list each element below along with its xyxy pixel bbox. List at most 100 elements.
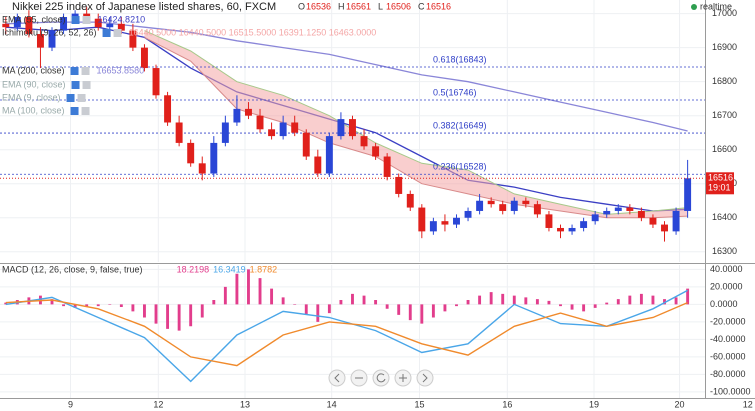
histogram-bar	[316, 304, 320, 322]
legend-settings	[71, 81, 80, 89]
candle-body	[614, 207, 622, 211]
y-tick-label: -40.0000	[710, 334, 746, 344]
candle-body	[291, 122, 299, 133]
candle-body	[198, 163, 206, 174]
reset-button[interactable]	[372, 369, 390, 387]
countdown: 19:01	[708, 183, 731, 193]
legend-settings	[70, 107, 79, 115]
y-tick-label: 17000	[712, 8, 737, 18]
ohlc-key: H	[338, 1, 345, 11]
candle-body	[360, 136, 368, 147]
zoom-controls	[328, 369, 434, 387]
histogram-bar	[385, 304, 389, 309]
last-price-label: 16516	[708, 173, 733, 183]
scroll-right-button[interactable]	[416, 369, 434, 387]
fib-label: 0.382(16649)	[433, 120, 487, 130]
histogram-bar	[374, 300, 378, 305]
candle-body	[557, 227, 564, 232]
candle-body	[545, 214, 553, 228]
histogram-bar	[431, 304, 435, 318]
scroll-left-button[interactable]	[328, 369, 346, 387]
histogram-bar	[420, 304, 424, 324]
macd-legend-value: 1.8782	[250, 264, 278, 274]
legend-name: Ichimoku (9, 26, 52, 26)	[2, 27, 97, 37]
legend-hide	[113, 29, 122, 37]
histogram-bar	[582, 304, 586, 312]
histogram-bar	[547, 300, 551, 305]
x-tick-label: 12	[743, 399, 753, 409]
ohlc-value: 16561	[346, 1, 371, 11]
histogram-bar	[50, 299, 54, 305]
candle-body	[395, 176, 403, 194]
legend-hide	[82, 81, 91, 89]
histogram-bar	[73, 304, 77, 308]
candle-body	[337, 119, 345, 137]
histogram-bar	[443, 304, 447, 312]
histogram-bar	[489, 292, 493, 305]
legend-settings	[102, 29, 111, 37]
histogram-bar	[663, 299, 666, 305]
candle-body	[36, 34, 44, 48]
legend-hide	[77, 94, 86, 102]
histogram-bar	[62, 304, 66, 307]
ohlc-key: O	[298, 1, 305, 11]
candle-body	[580, 221, 588, 228]
x-tick-label: 13	[240, 399, 250, 409]
y-tick-label: 16400	[712, 212, 737, 222]
candle-body	[591, 214, 599, 222]
candle-body	[406, 193, 414, 208]
histogram-bar	[501, 293, 505, 305]
macd-pane	[4, 269, 690, 383]
icon	[334, 373, 340, 383]
candle-body	[476, 200, 484, 211]
histogram-bar	[466, 300, 470, 305]
y-tick-label: 16600	[712, 144, 737, 154]
histogram-bar	[362, 295, 366, 305]
candle-body	[510, 200, 518, 211]
candle-body	[140, 47, 148, 69]
histogram-bar	[177, 304, 181, 331]
fib-label: 0.618(16843)	[433, 54, 487, 64]
x-tick-label: 9	[68, 399, 73, 409]
candle-body	[117, 23, 125, 31]
candle-body	[684, 178, 692, 211]
x-tick-label: 16	[502, 399, 512, 409]
histogram-bar	[593, 304, 597, 308]
legend-name: EMA (90, close)	[2, 79, 66, 89]
histogram-bar	[512, 295, 516, 305]
histogram-bar	[639, 293, 643, 305]
ohlc-value: 16506	[386, 1, 411, 11]
candle-body	[13, 17, 21, 28]
legend: Nikkei 225 index of Japanese listed shar…	[2, 1, 732, 274]
histogram-bar	[119, 304, 123, 307]
icon	[399, 374, 407, 382]
main-pane	[0, 6, 705, 242]
legend-value: 16440.5000 16440.5000 16515.5000 16391.1…	[129, 27, 377, 37]
candle-body	[152, 68, 160, 96]
candle-body	[48, 30, 56, 48]
legend-hide	[81, 107, 90, 115]
histogram-bar	[270, 288, 274, 305]
macd-line	[5, 299, 688, 367]
candle-body	[129, 30, 137, 48]
legend-settings	[70, 67, 79, 75]
y-tick-label: 16900	[712, 42, 737, 52]
legend-hide	[82, 16, 91, 24]
y-tick-label: 40.0000	[710, 264, 743, 274]
candle-body	[325, 136, 333, 174]
histogram-bar	[455, 304, 458, 307]
histogram-bar	[235, 273, 239, 305]
legend-hide	[81, 67, 90, 75]
legend-name: EMA (9, close)	[2, 92, 61, 102]
x-tick-label: 14	[327, 399, 337, 409]
legend-value: 16424.8210	[98, 14, 146, 24]
histogram-bar	[131, 304, 135, 312]
candle-body	[649, 217, 657, 225]
candle-body	[499, 204, 507, 211]
candle-body	[268, 129, 276, 137]
histogram-bar	[686, 288, 690, 305]
histogram-bar	[281, 297, 285, 305]
candle-body	[372, 146, 380, 157]
chart-title: Nikkei 225 index of Japanese listed shar…	[12, 1, 276, 13]
